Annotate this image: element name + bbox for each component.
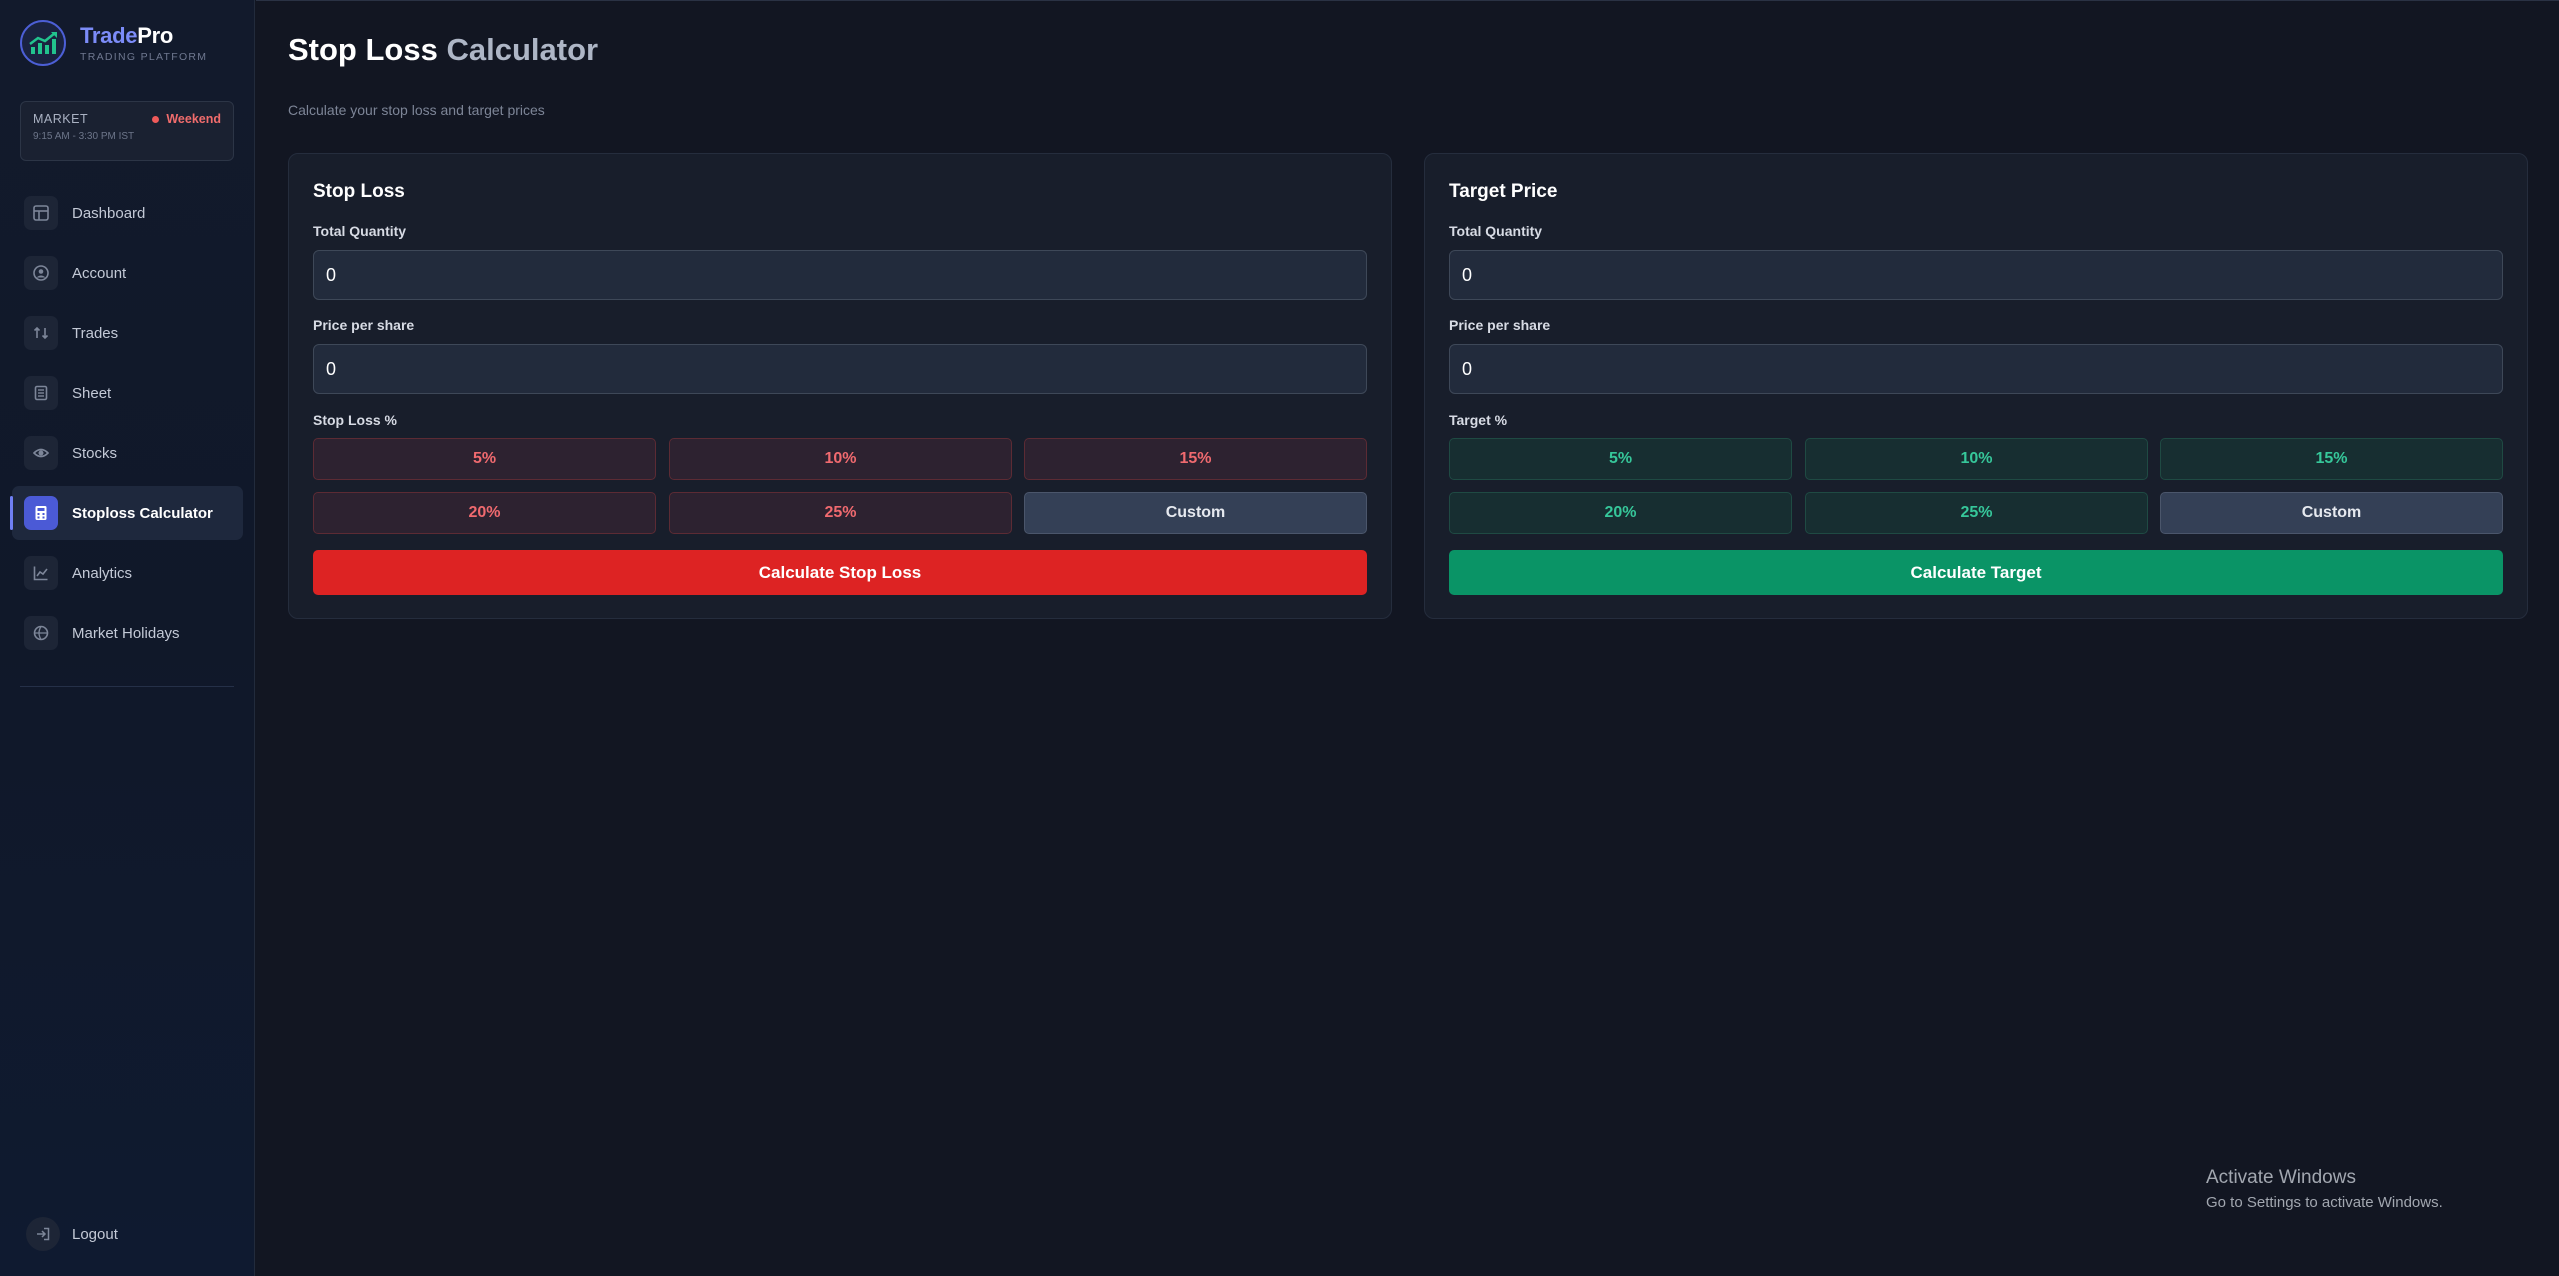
target-price-input[interactable] xyxy=(1449,344,2503,394)
sidebar-item-stocks[interactable]: Stocks xyxy=(12,426,243,480)
target-5-button[interactable]: 5% xyxy=(1449,438,1792,480)
sidebar-item-label: Sheet xyxy=(72,384,112,402)
sidebar-item-account[interactable]: Account xyxy=(12,246,243,300)
target-15-button[interactable]: 15% xyxy=(2160,438,2503,480)
stop-loss-card: Stop Loss Total Quantity Price per share… xyxy=(288,153,1392,619)
target-25-button[interactable]: 25% xyxy=(1805,492,2148,534)
logout-icon xyxy=(26,1217,60,1251)
brand[interactable]: TradePro TRADING PLATFORM xyxy=(20,20,207,66)
brand-name-part2: Pro xyxy=(137,23,173,48)
brand-subtitle: TRADING PLATFORM xyxy=(80,51,208,63)
sidebar-item-label: Trades xyxy=(72,324,119,342)
sidebar-item-label: Analytics xyxy=(72,564,133,582)
page-title-part1: Stop Loss xyxy=(288,32,438,67)
target-price-card: Target Price Total Quantity Price per sh… xyxy=(1424,153,2528,619)
target-title: Target Price xyxy=(1449,181,1558,202)
account-icon xyxy=(24,256,58,290)
stop-loss-quantity-label: Total Quantity xyxy=(313,223,407,239)
target-percent-label: Target % xyxy=(1449,412,1508,428)
market-status-card: MARKET Weekend 9:15 AM - 3:30 PM IST xyxy=(20,101,234,161)
stop-loss-20-button[interactable]: 20% xyxy=(313,492,656,534)
page-title-part2: Calculator xyxy=(446,32,599,67)
target-custom-button[interactable]: Custom xyxy=(2160,492,2503,534)
target-quantity-input[interactable] xyxy=(1449,250,2503,300)
stop-loss-custom-button[interactable]: Custom xyxy=(1024,492,1367,534)
brand-name-part1: Trade xyxy=(80,23,138,48)
sidebar-item-analytics[interactable]: Analytics xyxy=(12,546,243,600)
sidebar-item-market-holidays[interactable]: Market Holidays xyxy=(12,606,243,660)
market-status-text: Weekend xyxy=(166,112,221,126)
market-hours: 9:15 AM - 3:30 PM IST xyxy=(33,131,135,142)
stop-loss-15-button[interactable]: 15% xyxy=(1024,438,1367,480)
top-border xyxy=(256,0,2559,1)
stop-loss-price-label: Price per share xyxy=(313,317,415,333)
sidebar-item-label: Stoploss Calculator xyxy=(72,504,213,522)
market-label: MARKET xyxy=(33,112,89,126)
stop-loss-quantity-input[interactable] xyxy=(313,250,1367,300)
trades-icon xyxy=(24,316,58,350)
sidebar-item-label: Dashboard xyxy=(72,204,146,222)
sidebar-item-sheet[interactable]: Sheet xyxy=(12,366,243,420)
sidebar: TradePro TRADING PLATFORM MARKET Weekend… xyxy=(0,0,255,1276)
target-price-label: Price per share xyxy=(1449,317,1551,333)
sidebar-nav: Dashboard Account Trades Sheet Stocks xyxy=(10,186,243,666)
holidays-icon xyxy=(24,616,58,650)
logout-button[interactable]: Logout xyxy=(26,1217,118,1251)
stop-loss-title: Stop Loss xyxy=(313,181,405,202)
sidebar-item-label: Account xyxy=(72,264,127,282)
logout-label: Logout xyxy=(72,1225,118,1243)
sheet-icon xyxy=(24,376,58,410)
page-subtitle: Calculate your stop loss and target pric… xyxy=(288,102,545,118)
activate-windows-watermark: Activate Windows Go to Settings to activ… xyxy=(2206,1167,2443,1211)
sidebar-item-trades[interactable]: Trades xyxy=(12,306,243,360)
stop-loss-10-button[interactable]: 10% xyxy=(669,438,1012,480)
target-20-button[interactable]: 20% xyxy=(1449,492,1792,534)
calculator-icon xyxy=(24,496,58,530)
watermark-line1: Activate Windows xyxy=(2206,1167,2356,1188)
calculate-target-button[interactable]: Calculate Target xyxy=(1449,550,2503,595)
stop-loss-5-button[interactable]: 5% xyxy=(313,438,656,480)
dashboard-icon xyxy=(24,196,58,230)
sidebar-divider xyxy=(20,686,234,687)
market-status-badge: Weekend xyxy=(152,112,221,126)
sidebar-item-label: Market Holidays xyxy=(72,624,180,642)
stop-loss-25-button[interactable]: 25% xyxy=(669,492,1012,534)
sidebar-item-dashboard[interactable]: Dashboard xyxy=(12,186,243,240)
analytics-icon xyxy=(24,556,58,590)
sidebar-item-stoploss-calculator[interactable]: Stoploss Calculator xyxy=(10,486,243,540)
calculate-stop-loss-button[interactable]: Calculate Stop Loss xyxy=(313,550,1367,595)
chart-logo-icon xyxy=(20,20,66,66)
stop-loss-price-input[interactable] xyxy=(313,344,1367,394)
watermark-line2: Go to Settings to activate Windows. xyxy=(2206,1194,2443,1211)
sidebar-item-label: Stocks xyxy=(72,444,118,462)
target-10-button[interactable]: 10% xyxy=(1805,438,2148,480)
brand-name: TradePro xyxy=(80,23,207,49)
status-dot-icon xyxy=(152,115,160,123)
target-quantity-label: Total Quantity xyxy=(1449,223,1543,239)
stop-loss-percent-label: Stop Loss % xyxy=(313,412,398,428)
stocks-icon xyxy=(24,436,58,470)
page-title: Stop Loss Calculator xyxy=(288,32,598,68)
